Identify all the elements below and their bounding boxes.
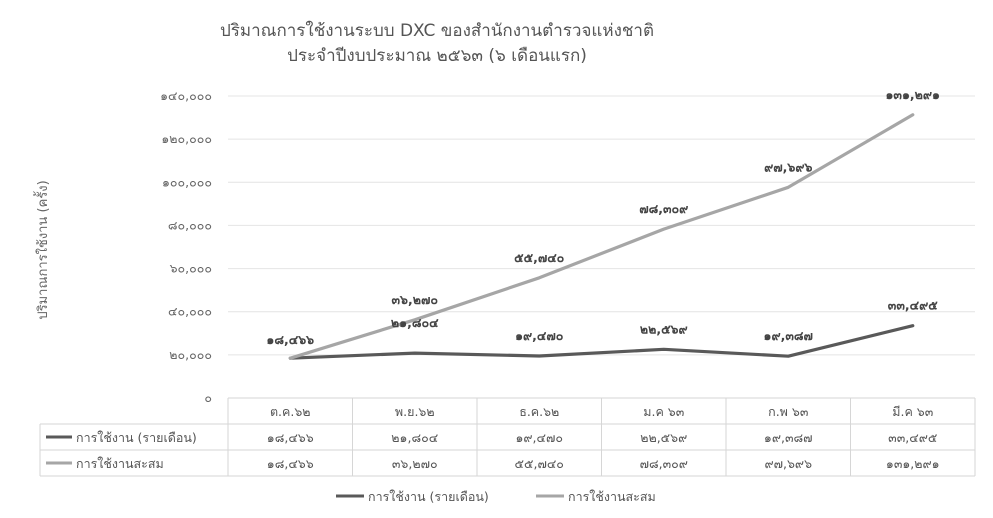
- y-tick-label: ๔๐,๐๐๐: [168, 304, 212, 319]
- legend: การใช้งาน (รายเดือน) การใช้งานสะสม: [336, 489, 656, 504]
- data-label: ๒๒,๕๖๙: [640, 321, 688, 336]
- table-cell: ๒๑,๘๐๔: [391, 430, 438, 445]
- table-cell: ๓๓,๔๙๕: [888, 430, 937, 445]
- data-table: ต.ค.๖๒ พ.ย.๖๒ ธ.ค.๖๒ ม.ค ๖๓ ก.พ ๖๓ มี.ค ๖๓การ…: [39, 397, 976, 477]
- data-label: ๕๕,๗๔๐: [514, 250, 565, 265]
- table-series-name: การใช้งาน (รายเดือน): [76, 430, 197, 445]
- data-label: ๓๓,๔๙๕: [888, 298, 938, 313]
- data-label: ๙๗,๖๙๖: [764, 159, 812, 174]
- data-label: ๑๘,๔๖๖: [266, 332, 314, 347]
- x-tick-label: ต.ค.๖๒: [270, 404, 311, 419]
- y-tick-label: ๑๒๐,๐๐๐: [161, 131, 212, 146]
- table-cell: ๗๘,๓๐๙: [640, 456, 688, 471]
- data-label: ๓๖,๒๗๐: [392, 292, 439, 307]
- data-label: ๑๓๑,๒๙๑: [886, 87, 941, 102]
- y-tick-label: ๒๐,๐๐๐: [169, 347, 212, 362]
- x-tick-label: ก.พ ๖๓: [768, 404, 808, 419]
- series-layer: [288, 113, 915, 360]
- table-cell: ๓๖,๒๗๐: [392, 456, 438, 471]
- chart-title: ปริมาณการใช้งานระบบ DXC ของสำนักงานตำรวจ…: [220, 20, 654, 41]
- table-cell: ๙๗,๖๙๖: [764, 456, 812, 471]
- data-label: ๗๘,๓๐๙: [639, 201, 688, 216]
- y-axis-label: ปริมาณการใช้งาน (ครั้ง): [33, 180, 51, 319]
- table-cell: ๑๙,๓๘๗: [764, 430, 813, 445]
- series-line: [288, 113, 915, 360]
- chart-subtitle: ประจำปีงบประมาณ ๒๕๖๓ (๖ เดือนแรก): [287, 46, 587, 66]
- data-label: ๑๙,๓๘๗: [764, 328, 813, 343]
- y-tick-label: ๘๐,๐๐๐: [168, 217, 212, 232]
- legend-label: การใช้งานสะสม: [568, 489, 656, 504]
- table-cell: ๑๘,๔๖๖: [267, 456, 314, 471]
- grid-layer: ๐๒๐,๐๐๐๔๐,๐๐๐๖๐,๐๐๐๘๐,๐๐๐๑๐๐,๐๐๐๑๒๐,๐๐๐๑…: [160, 88, 975, 405]
- legend-label: การใช้งาน (รายเดือน): [368, 489, 489, 504]
- x-tick-label: ธ.ค.๖๒: [519, 404, 559, 419]
- data-label: ๑๙,๔๗๐: [515, 328, 564, 343]
- y-tick-label: ๑๐๐,๐๐๐: [162, 174, 212, 189]
- data-label: ๒๑,๘๐๔: [391, 315, 439, 330]
- table-cell: ๑๙,๔๗๐: [515, 430, 563, 445]
- x-tick-label: พ.ย.๖๒: [395, 404, 435, 419]
- series-line: [288, 324, 915, 360]
- table-cell: ๒๒,๕๖๙: [640, 430, 687, 445]
- x-tick-label: มี.ค ๖๓: [892, 404, 933, 419]
- y-tick-label: ๖๐,๐๐๐: [170, 261, 212, 276]
- table-cell: ๕๕,๗๔๐: [515, 456, 564, 471]
- x-tick-label: ม.ค ๖๓: [643, 404, 684, 419]
- table-cell: ๑๘,๔๖๖: [267, 430, 314, 445]
- y-tick-label: ๐: [204, 390, 212, 405]
- table-series-name: การใช้งานสะสม: [76, 456, 164, 471]
- y-tick-label: ๑๔๐,๐๐๐: [160, 88, 212, 103]
- table-cell: ๑๓๑,๒๙๑: [886, 456, 940, 471]
